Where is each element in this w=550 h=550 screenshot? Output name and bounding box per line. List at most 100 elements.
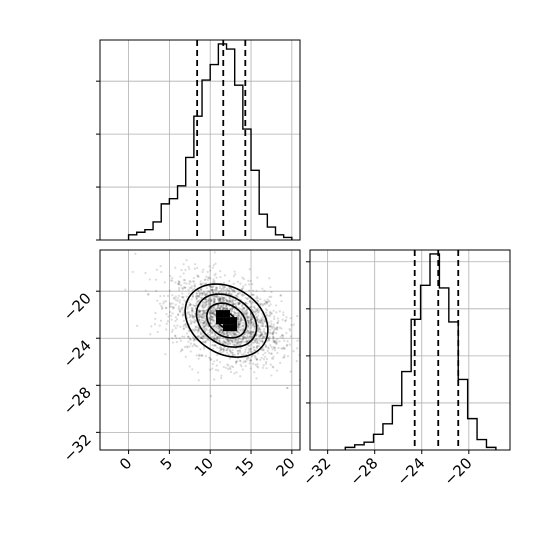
scatter-point (236, 301, 239, 304)
scatter-point (217, 369, 220, 372)
scatter-point (212, 347, 215, 350)
scatter-point (193, 344, 197, 347)
scatter-point (237, 313, 240, 316)
scatter-point (259, 302, 262, 305)
scatter-point (255, 316, 258, 319)
scatter-point (215, 325, 219, 328)
scatter-point (248, 327, 251, 330)
scatter-point (222, 289, 225, 292)
scatter-point (262, 322, 265, 326)
scatter-point (261, 304, 265, 307)
scatter-point (231, 353, 235, 357)
scatter-point (227, 338, 230, 341)
scatter-point (285, 386, 289, 390)
scatter-point (201, 319, 204, 322)
scatter-point (257, 328, 260, 331)
scatter-point (196, 329, 199, 332)
scatter-point (265, 301, 268, 304)
scatter-point (246, 316, 250, 319)
scatter-point (227, 339, 230, 343)
scatter-point (217, 298, 220, 301)
scatter-point (246, 329, 250, 332)
scatter-point (221, 350, 225, 353)
scatter-point (238, 324, 241, 327)
scatter-point (198, 311, 201, 314)
scatter-point (285, 331, 288, 335)
scatter-point (182, 278, 185, 282)
scatter-point (244, 301, 247, 304)
scatter-point (181, 296, 185, 299)
scatter-point (215, 295, 218, 299)
scatter-point (197, 275, 200, 278)
scatter-point (267, 321, 270, 324)
scatter-point (223, 332, 226, 335)
scatter-point (233, 341, 236, 344)
scatter-point (244, 283, 247, 286)
scatter-point (221, 308, 225, 311)
scatter-point (206, 299, 210, 302)
scatter-point (191, 295, 195, 298)
scatter-point (244, 309, 247, 312)
scatter-point (264, 307, 268, 311)
scatter-point (281, 347, 284, 350)
scatter-point (220, 294, 223, 298)
scatter-point (271, 332, 274, 335)
scatter-point (203, 290, 206, 294)
scatter-point (212, 306, 215, 309)
scatter-point (194, 328, 198, 332)
scatter-point (263, 320, 266, 323)
scatter-point (251, 321, 254, 324)
scatter-point (210, 288, 213, 291)
scatter-point (216, 337, 219, 341)
scatter-point (211, 288, 214, 291)
scatter-point (235, 333, 238, 336)
scatter-point (165, 322, 168, 325)
scatter-point (230, 309, 234, 313)
scatter-point (203, 278, 206, 282)
scatter-point (220, 332, 223, 335)
scatter-point (273, 330, 276, 334)
scatter-point (189, 314, 192, 317)
scatter-point (220, 329, 223, 333)
scatter-point (271, 325, 274, 328)
scatter-point (212, 280, 215, 283)
scatter-point (269, 328, 272, 331)
scatter-point (211, 343, 214, 347)
scatter-point (257, 325, 260, 328)
scatter-point (261, 337, 264, 341)
scatter-point (204, 278, 207, 281)
scatter-point (164, 353, 167, 356)
scatter-point (241, 309, 244, 312)
scatter-point (204, 340, 207, 343)
scatter-point (191, 315, 195, 318)
scatter-point (203, 306, 206, 309)
scatter-point (248, 316, 251, 319)
scatter-point (202, 335, 205, 338)
scatter-point (227, 331, 230, 334)
scatter-point (289, 335, 292, 338)
x-tick-label: 0 (116, 454, 135, 473)
scatter-point (178, 283, 181, 286)
scatter-point (199, 348, 202, 351)
scatter-point (209, 269, 212, 272)
scatter-point (282, 313, 285, 317)
scatter-point (234, 332, 237, 335)
scatter-point (215, 337, 219, 340)
scatter-point (212, 344, 215, 347)
scatter-point (247, 330, 250, 333)
scatter-point (263, 302, 266, 306)
scatter-point (249, 319, 252, 322)
scatter-point (199, 332, 203, 335)
scatter-point (239, 360, 242, 363)
scatter-point (225, 304, 228, 308)
scatter-point (219, 348, 223, 351)
scatter-point (194, 327, 197, 330)
scatter-point (279, 294, 282, 297)
scatter-point (188, 316, 192, 319)
scatter-point (222, 300, 225, 303)
scatter-point (163, 281, 166, 284)
scatter-point (192, 303, 195, 307)
x-tick-label: −20 (441, 454, 476, 489)
scatter-point (211, 312, 214, 315)
scatter-point (264, 331, 267, 335)
